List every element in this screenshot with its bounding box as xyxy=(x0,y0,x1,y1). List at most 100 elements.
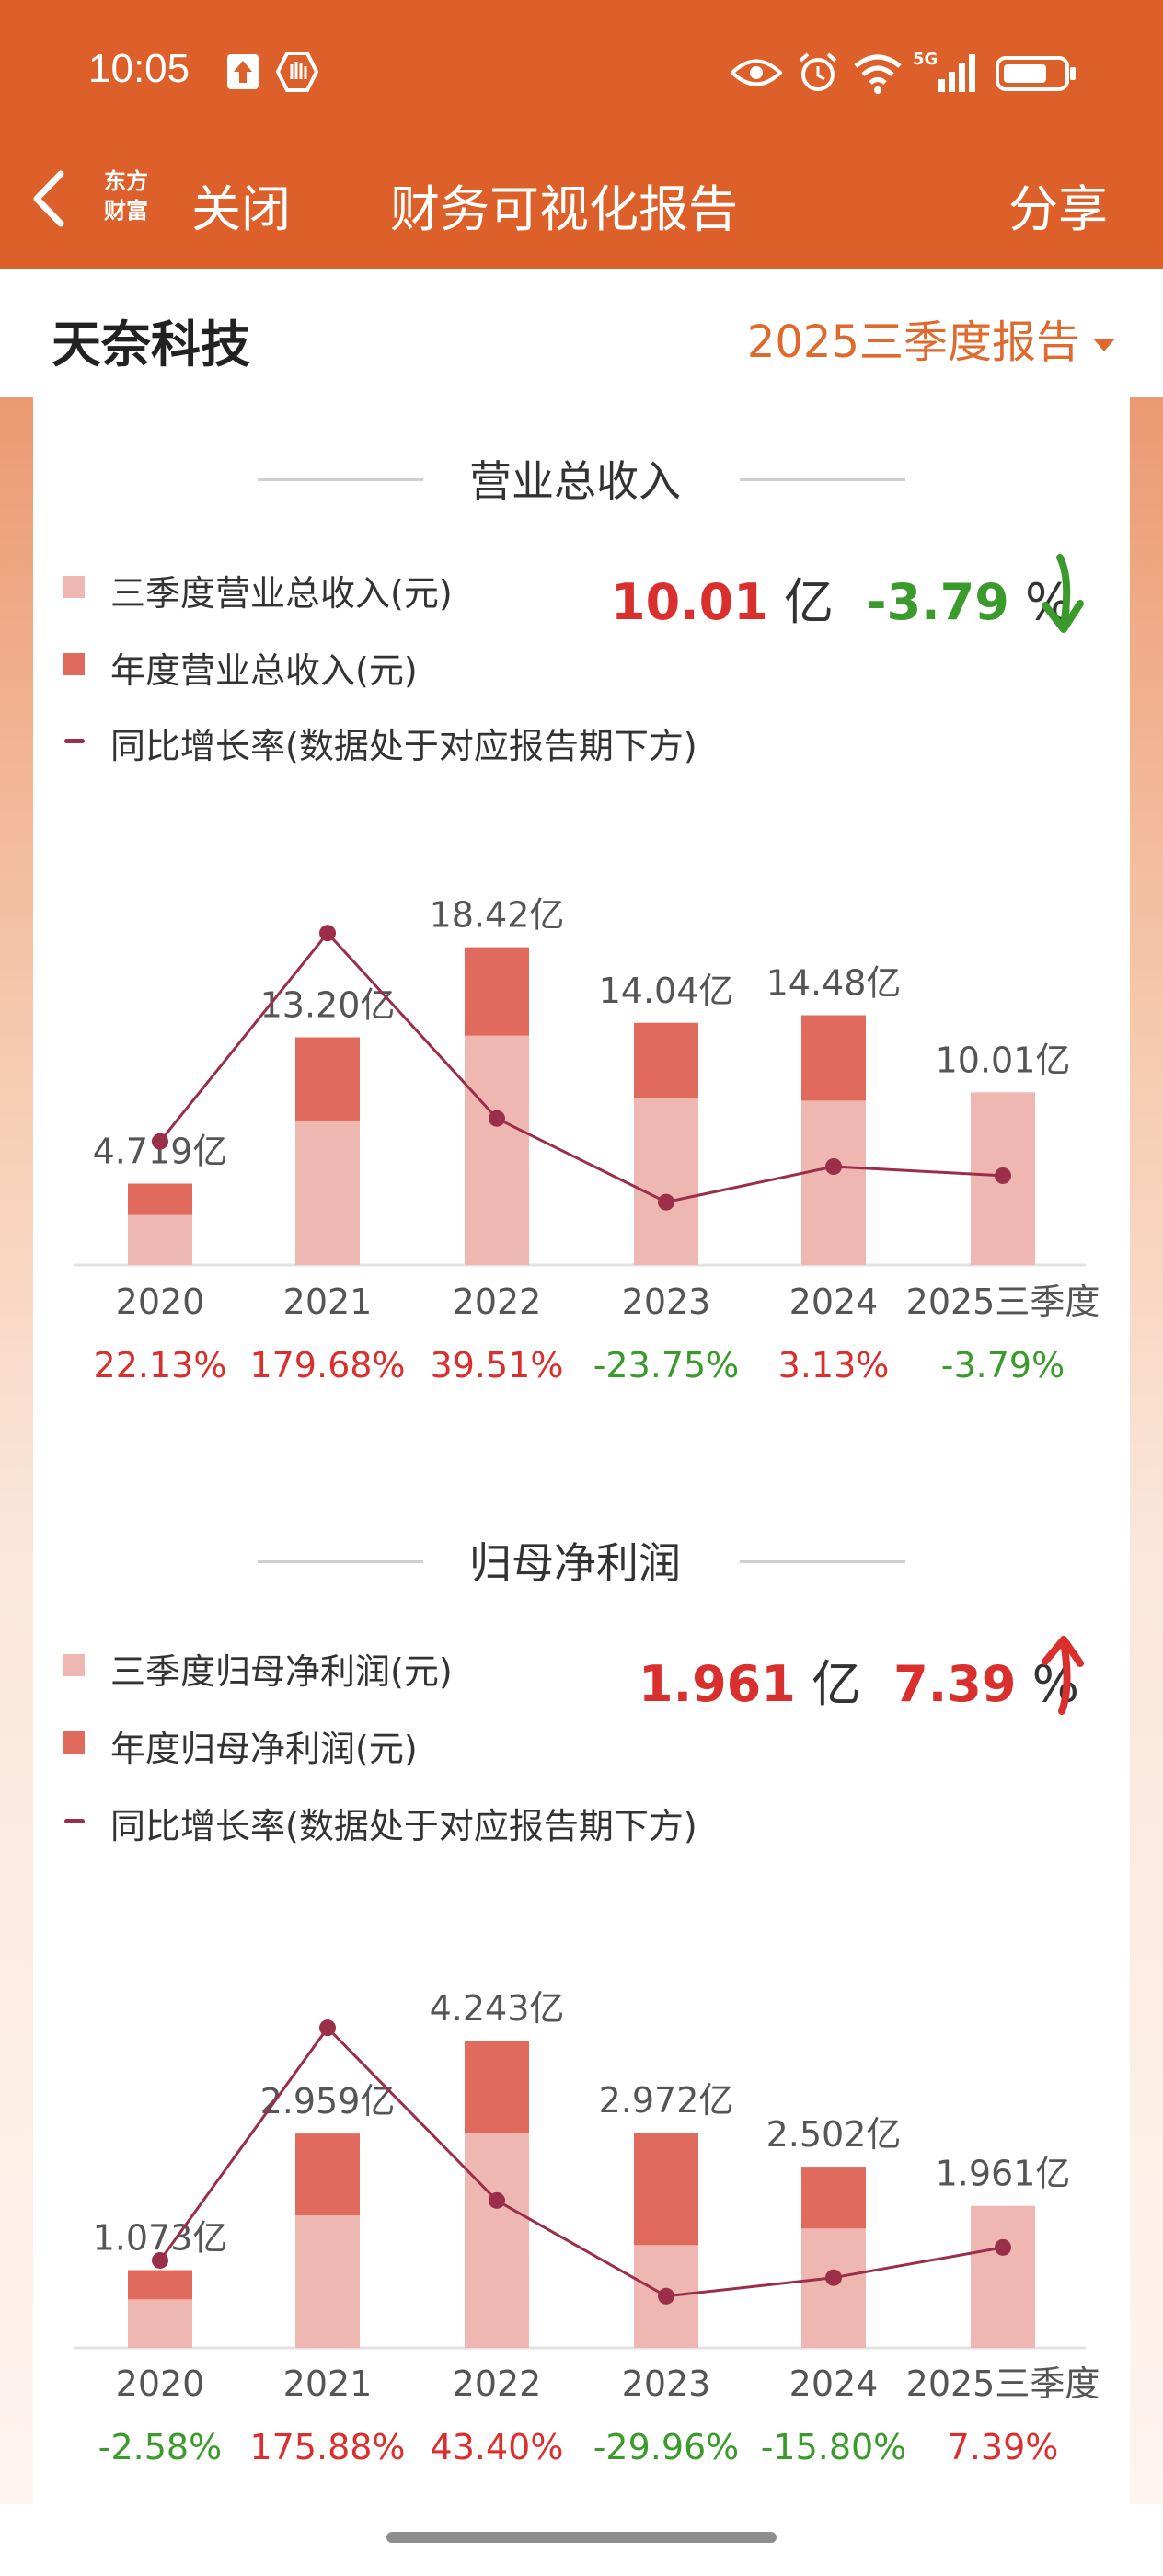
bar-value-label: 1.073亿 xyxy=(93,2218,228,2259)
legend-swatch-q3 xyxy=(63,576,85,598)
profit-pct-unit: % xyxy=(1031,1655,1079,1713)
growth-label: -3.79% xyxy=(941,1345,1065,1386)
revenue-pct: -3.79 xyxy=(866,573,1009,631)
caret-down-icon xyxy=(1093,339,1115,351)
growth-label: 7.39% xyxy=(948,2427,1059,2467)
revenue-value: 10.01 xyxy=(611,573,768,631)
bar-value-label: 13.20亿 xyxy=(260,985,396,1026)
close-button[interactable]: 关闭 xyxy=(191,180,291,238)
bar-value-label: 14.04亿 xyxy=(599,971,734,1011)
bar-value-label: 1.961亿 xyxy=(936,2154,1071,2194)
category-label: 2025三季度 xyxy=(906,1282,1100,1322)
q3-bar xyxy=(295,2214,360,2348)
back-arrow-icon[interactable] xyxy=(26,167,72,231)
growth-label: 3.13% xyxy=(778,1345,890,1386)
home-indicator xyxy=(386,2532,777,2543)
legend-annual-revenue: 年度营业总收入(元) xyxy=(63,642,418,693)
profit-unit: 亿 xyxy=(811,1655,861,1713)
growth-point xyxy=(658,1193,674,1211)
category-label: 2025三季度 xyxy=(906,2363,1100,2404)
category-label: 2024 xyxy=(789,2363,879,2404)
growth-point xyxy=(825,1158,842,1176)
growth-label: 39.51% xyxy=(431,1345,564,1386)
q3-bar xyxy=(465,2133,529,2348)
growth-line xyxy=(158,2025,1004,2298)
title-divider-left xyxy=(258,478,423,481)
growth-point xyxy=(152,1133,168,1150)
bar-value-label: 18.42亿 xyxy=(430,895,565,936)
legend-annual-profit: 年度归母净利润(元) xyxy=(63,1720,418,1771)
company-row: 天奈科技 2025三季度报告 xyxy=(0,269,1163,397)
title-divider-right xyxy=(740,478,905,481)
category-label: 2023 xyxy=(622,1282,711,1322)
q3-bar xyxy=(801,2228,866,2348)
q3-bar xyxy=(634,1098,698,1265)
legend-swatch-annual xyxy=(63,653,85,675)
legend-swatch-growth xyxy=(64,1819,85,1823)
nav-bar: 东方 财富 关闭 财务可视化报告 分享 xyxy=(0,152,1163,244)
category-label: 2022 xyxy=(453,1282,542,1322)
profit-chart: 1.073亿 2020 -2.58% 2.959亿 2021 175.88% 4.243亿 2… xyxy=(74,1988,1100,2467)
growth-point xyxy=(489,2191,505,2209)
q3-bar xyxy=(128,1214,192,1265)
legend-growth-revenue: 同比增长率(数据处于对应报告期下方) xyxy=(63,718,697,768)
q3-bar xyxy=(801,1100,866,1265)
profit-title: 归母净利润 xyxy=(469,1538,681,1588)
growth-label: 175.88% xyxy=(249,2427,405,2467)
growth-label: 179.68% xyxy=(249,1345,405,1386)
status-time: 10:05 xyxy=(88,46,190,91)
bar-value-label: 10.01亿 xyxy=(936,1040,1071,1080)
upload-notification-icon xyxy=(227,54,259,89)
profit-value: 1.961 xyxy=(639,1655,796,1713)
q3-bar xyxy=(465,1035,529,1265)
q3-bar xyxy=(128,2299,192,2348)
revenue-chart: 4.719亿202022.13%13.20亿2021179.68%18.42亿2… xyxy=(74,895,1100,1386)
bar-value-label: 2.959亿 xyxy=(260,2081,396,2122)
wifi-icon xyxy=(854,54,902,94)
title-divider-left xyxy=(258,1560,423,1563)
q3-bar xyxy=(971,2205,1035,2348)
legend-q3-profit: 三季度归母净利润(元) xyxy=(63,1643,453,1694)
eastmoney-logo: 东方 财富 xyxy=(104,168,148,224)
company-name: 天奈科技 xyxy=(52,316,250,374)
category-label: 2024 xyxy=(789,1282,879,1322)
page-title: 财务可视化报告 xyxy=(390,180,738,238)
category-label: 2020 xyxy=(116,2363,205,2404)
signal-icon xyxy=(938,54,975,92)
bar-value-label: 2.502亿 xyxy=(766,2114,902,2155)
legend-swatch-q3 xyxy=(63,1654,85,1676)
growth-label: -29.96% xyxy=(593,2427,740,2467)
category-label: 2022 xyxy=(453,2363,542,2404)
growth-point xyxy=(995,1167,1011,1184)
profit-metric: 1.961 亿 7.39 % xyxy=(639,1643,1079,1716)
category-label: 2021 xyxy=(283,1282,373,1322)
revenue-metric: 10.01 亿 -3.79 % xyxy=(611,561,1072,634)
share-button[interactable]: 分享 xyxy=(1008,180,1108,238)
up-arrow-icon xyxy=(1042,1636,1084,1715)
app-header: 10:05 5G 东方 财富 xyxy=(0,0,1163,269)
bar-value-label: 14.48亿 xyxy=(766,963,902,1004)
revenue-unit: 亿 xyxy=(783,573,834,631)
eye-icon xyxy=(731,59,782,86)
network-type: 5G xyxy=(913,50,938,69)
growth-label: -23.75% xyxy=(593,1345,740,1386)
report-period-label: 2025三季度报告 xyxy=(746,316,1080,368)
revenue-title: 营业总收入 xyxy=(469,456,681,506)
bar-value-label: 4.243亿 xyxy=(430,1988,565,2029)
category-label: 2021 xyxy=(283,2363,373,2404)
battery-icon xyxy=(996,56,1076,91)
growth-point xyxy=(319,925,336,942)
title-divider-right xyxy=(740,1560,905,1563)
growth-label: 22.13% xyxy=(94,1345,227,1386)
growth-point xyxy=(319,2019,336,2037)
growth-line xyxy=(158,930,1004,1204)
profit-pct: 7.39 xyxy=(893,1655,1017,1713)
legend-swatch-growth xyxy=(64,739,85,743)
hand-notification-icon xyxy=(276,52,318,92)
report-card xyxy=(33,397,1130,2504)
report-period-dropdown[interactable]: 2025三季度报告 xyxy=(747,305,1115,370)
growth-point xyxy=(825,2269,842,2286)
growth-label: -2.58% xyxy=(98,2427,222,2467)
growth-point xyxy=(995,2238,1011,2256)
growth-label: 43.40% xyxy=(431,2427,564,2467)
